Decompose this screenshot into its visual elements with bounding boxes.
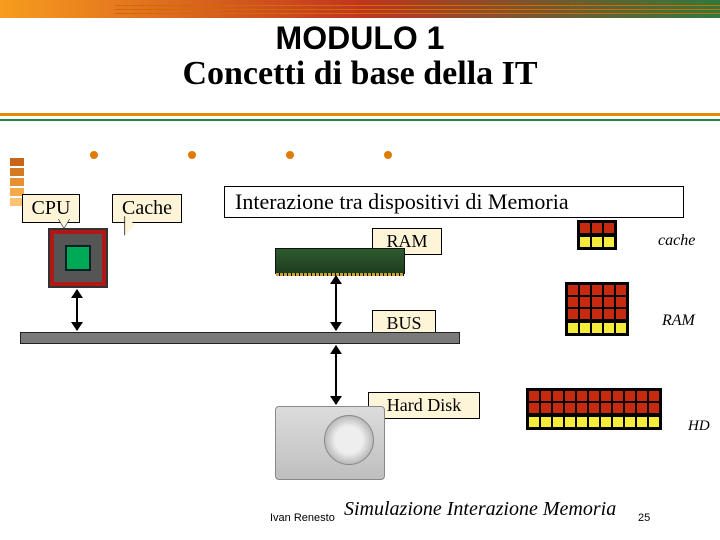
legend-hd-yel [526,414,662,430]
section-title: Interazione tra dispositivi di Memoria [224,186,684,218]
legend-hd-red [526,388,662,416]
title-line-2: Concetti di base della IT [0,56,720,92]
legend-stack-hd [526,388,662,430]
legend-hd-label: HD [688,418,710,435]
arrow-ram-bus [335,276,337,330]
cpu-label: CPU [22,194,80,223]
bullet-dot [286,151,294,159]
footer-page-number: 25 [638,512,650,524]
footer-simulation-text: Simulazione Interazione Memoria [344,498,616,521]
bullet-row [90,151,720,159]
legend-cache-yel [577,234,617,250]
hard-disk-image [275,406,385,480]
legend-cache-label: cache [658,232,695,250]
legend-ram-label: RAM [662,312,695,330]
arrow-cpu-bus [76,290,78,330]
decorative-top-banner [0,0,720,18]
ram-image [275,248,405,274]
bus-bar [20,332,460,344]
bullet-dot [188,151,196,159]
bullet-dot [90,151,98,159]
cpu-image [50,230,106,286]
rule-orange [0,113,720,116]
legend-ram-red [565,282,629,322]
legend-stack-cache [577,220,617,250]
legend-stack-ram [565,282,629,336]
legend-ram-yel [565,320,629,336]
footer-author: Ivan Renesto [270,512,335,524]
rule-green [0,119,720,121]
title-line-1: MODULO 1 [0,22,720,56]
slide-title: MODULO 1 Concetti di base della IT [0,18,720,91]
callout-cpu [58,218,70,228]
bullet-dot [384,151,392,159]
arrow-bus-hd [335,346,337,404]
